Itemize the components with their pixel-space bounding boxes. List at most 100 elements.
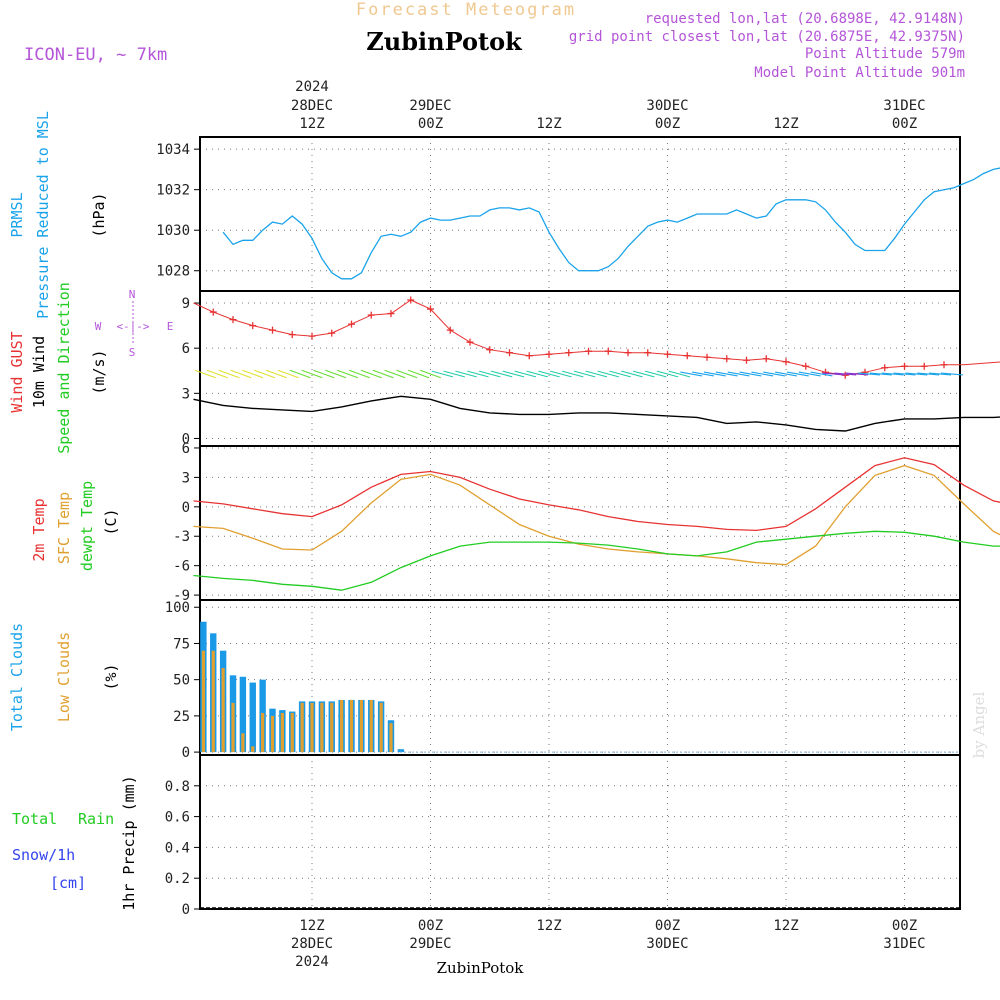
wind-arrow	[396, 369, 418, 379]
gust-marker	[328, 329, 336, 337]
bottom-time-year: 2024	[295, 954, 329, 970]
gust-marker	[407, 296, 415, 304]
gust-marker	[664, 350, 671, 358]
compass-e: E	[167, 320, 174, 333]
low-cloud-bar	[221, 668, 225, 753]
wind-arrow	[289, 369, 311, 379]
wind-arrow	[337, 369, 359, 379]
location-title: ZubinPotok	[366, 27, 523, 56]
requested-coords: requested lon,lat (20.6898E, 42.9148N)	[645, 11, 965, 27]
top-time-hour: 00Z	[655, 116, 680, 132]
gust-marker	[703, 353, 711, 361]
total-precip-label: Total	[12, 810, 57, 828]
y-tick-label: 25	[173, 709, 190, 725]
wind-arrow	[561, 370, 584, 378]
low-cloud-bar	[231, 702, 235, 753]
gust-line	[193, 299, 1000, 376]
total-cloud-label: Total Clouds	[8, 623, 26, 731]
compass-s: S	[129, 346, 136, 359]
y-tick-label: 3	[182, 386, 190, 402]
bottom-time-hour: 00Z	[655, 918, 680, 934]
gust-marker	[782, 358, 790, 366]
gust-marker	[683, 352, 691, 360]
y-tick-label: -9	[173, 588, 190, 604]
wind-arrow	[822, 372, 845, 376]
wind-arrow	[408, 369, 430, 379]
t2m-line	[193, 457, 1000, 532]
wind-arrow	[443, 370, 465, 378]
bottom-time-hour: 00Z	[892, 918, 917, 934]
wind-arrow	[277, 369, 299, 379]
low-cloud-bar	[349, 699, 354, 753]
total-cloud-bar	[397, 749, 405, 753]
wind-arrow	[455, 370, 477, 378]
y-tick-label: 6	[182, 441, 190, 457]
wind-arrow	[550, 370, 572, 378]
gust-marker	[427, 305, 434, 313]
wind-arrow	[763, 371, 786, 377]
gust-marker	[545, 350, 553, 358]
wind-arrow	[325, 369, 347, 379]
point-altitude: Point Altitude 579m	[805, 46, 965, 62]
compass-w: W	[95, 320, 102, 333]
top-time-hour: 12Z	[536, 116, 561, 132]
prmsl-label: PRMSL	[8, 192, 26, 237]
y-tick-label: 1034	[156, 142, 190, 158]
low-cloud-bar	[290, 712, 294, 753]
gust-marker	[446, 326, 454, 334]
gust-marker	[743, 356, 750, 364]
y-tick-label: 0	[182, 902, 190, 918]
low-cloud-label: Low Clouds	[55, 632, 73, 722]
wind-arrow	[869, 372, 892, 376]
gust-marker	[229, 316, 237, 324]
low-cloud-bar	[340, 699, 344, 753]
wind-arrow	[644, 370, 667, 378]
compass-n: N	[129, 288, 136, 301]
wind-arrow	[419, 369, 442, 379]
footer-location: ZubinPotok	[437, 959, 525, 977]
wind-direction-arrows	[194, 369, 963, 379]
low-cloud-bar	[330, 702, 334, 753]
chart-title: Forecast Meteogram	[356, 0, 576, 20]
low-cloud-bar	[211, 650, 215, 753]
gust-marker	[466, 338, 474, 346]
wind-arrow	[490, 370, 513, 378]
y-tick-label: -3	[173, 529, 190, 545]
wind-arrow	[609, 370, 631, 378]
gust-marker	[585, 347, 592, 355]
bottom-time-hour: 12Z	[773, 918, 798, 934]
pressure-unit-label: (hPa)	[90, 192, 108, 237]
wind-arrow	[526, 370, 548, 378]
wind-arrow	[633, 370, 655, 378]
wind-label: 10m Wind	[30, 336, 48, 408]
low-cloud-bar	[369, 699, 373, 753]
low-cloud-bar	[359, 699, 363, 753]
top-time-date: 30DEC	[646, 98, 688, 114]
wind-arrow	[573, 370, 596, 378]
total-cloud-bar	[249, 682, 256, 753]
pressure-desc-label: Pressure Reduced to MSL	[34, 111, 52, 319]
wind-unit-label: (m/s)	[90, 349, 108, 394]
low-cloud-bar	[300, 702, 304, 753]
snow-unit-label: [cm]	[50, 874, 86, 892]
gust-marker	[387, 310, 395, 318]
wind-arrow	[703, 371, 726, 377]
temp-labels: 2m Temp SFC Temp dewpt Temp (C)	[30, 481, 120, 571]
t2m-label: 2m Temp	[30, 498, 48, 561]
wind-arrow	[917, 372, 940, 376]
gust-marker	[802, 362, 810, 370]
wind-arrow	[775, 371, 797, 377]
wind-arrow	[230, 369, 252, 379]
top-time-year: 2024	[295, 79, 329, 95]
gust-marker	[506, 349, 513, 357]
low-cloud-bar	[310, 702, 314, 753]
gust-marker	[762, 355, 770, 363]
y-tick-label: 1030	[156, 223, 190, 239]
wind-arrow	[656, 370, 679, 378]
gust-marker	[624, 349, 632, 357]
wind-arrow	[810, 371, 833, 377]
top-time-hour: 00Z	[892, 116, 917, 132]
bottom-time-hour: 00Z	[418, 918, 443, 934]
wind-compass: N W <-|-> E S	[95, 288, 174, 359]
